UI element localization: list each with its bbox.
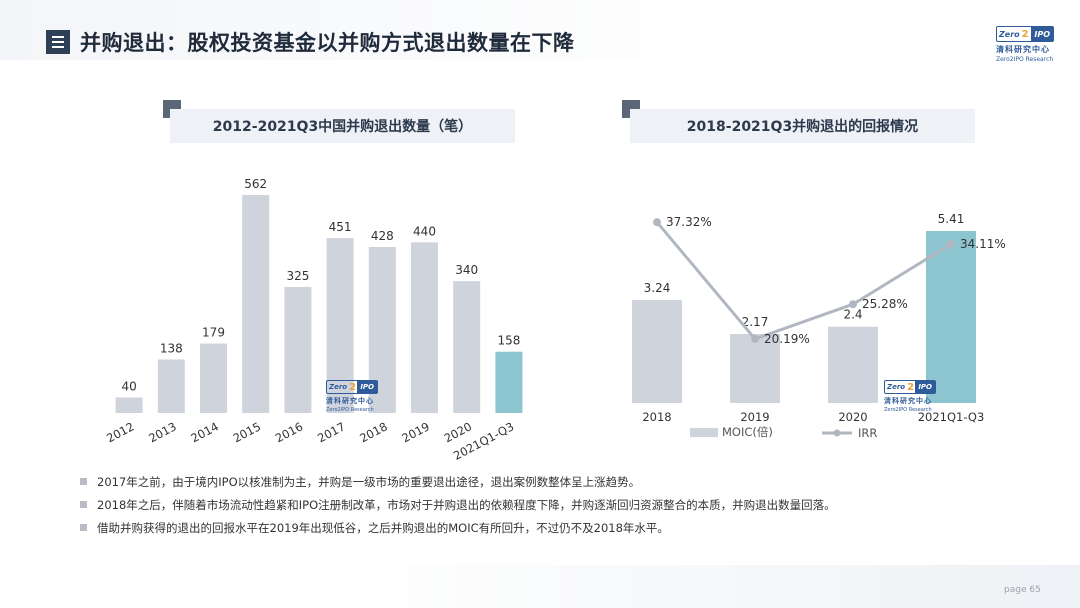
wm-left-ipo: IPO [357, 381, 377, 393]
x-tick-2018: 2018 [357, 419, 389, 445]
irr-point-2020 [849, 300, 857, 309]
page-number: page 65 [1004, 585, 1041, 595]
legend-irr-label: IRR [858, 426, 877, 440]
x-tick-2015: 2015 [231, 419, 263, 445]
moic-bar-2021Q1-Q3 [926, 231, 976, 403]
moic-label-2020: 2.4 [843, 308, 862, 322]
x-tick-2017: 2017 [315, 419, 347, 445]
bullet-list: 2017年之前，由于境内IPO以核准制为主，并购是一级市场的重要退出途径，退出案… [80, 470, 1040, 539]
zero2ipo-logo: Zero 2 IPO 清科研究中心 Zero2IPO Research [996, 26, 1058, 63]
bar-2012 [115, 397, 143, 413]
legend-moic-swatch [690, 428, 718, 437]
watermark-logo-right: Zero 2 IPO 清科研究中心 Zero2IPO Research [884, 380, 940, 413]
logo-ipo: IPO [1031, 27, 1053, 41]
irr-line [655, 221, 952, 341]
data-label-2017: 451 [329, 220, 352, 234]
x-tick-2020: 2020 [838, 410, 867, 424]
data-label-2021Q1-Q3: 158 [497, 334, 520, 348]
data-label-2012: 40 [121, 379, 136, 393]
logo-badge: Zero 2 IPO [996, 26, 1054, 42]
bullet-item: 借助并购获得的退出的回报水平在2019年出现低谷，之后并购退出的MOIC有所回升… [80, 516, 1040, 539]
watermark-logo-left: Zero 2 IPO 清科研究中心 Zero2IPO Research [326, 380, 382, 413]
bullet-text: 2017年之前，由于境内IPO以核准制为主，并购是一级市场的重要退出途径，退出案… [97, 474, 641, 489]
x-tick-2018: 2018 [642, 410, 671, 424]
logo-en-text: Zero2IPO Research [996, 56, 1054, 63]
moic-label-2021Q1-Q3: 5.41 [938, 212, 965, 226]
logo-two: 2 [1021, 28, 1029, 40]
wm-right-ipo: IPO [915, 381, 935, 393]
watermark-badge-right: Zero 2 IPO [884, 380, 936, 394]
legend-moic-label: MOIC(倍) [722, 425, 773, 439]
bullet-marker [80, 524, 87, 531]
bullet-text: 借助并购获得的退出的回报水平在2019年出现低谷，之后并购退出的MOIC有所回升… [97, 520, 669, 535]
irr-label-2018: 37.32% [666, 215, 712, 229]
moic-label-2018: 3.24 [644, 281, 671, 295]
wm-left-cn: 清科研究中心 [326, 397, 374, 405]
bar-2021Q1-Q3 [495, 351, 523, 413]
irr-point-2021Q1-Q3 [947, 240, 955, 249]
right-chart-title: 2018-2021Q3并购退出的回报情况 [630, 109, 975, 143]
moic-bar-2018 [632, 299, 682, 403]
data-label-2015: 562 [244, 177, 267, 191]
bar-2013 [157, 359, 185, 413]
bullet-item: 2018年之后，伴随着市场流动性趋紧和IPO注册制改革，市场对于并购退出的依赖程… [80, 493, 1040, 516]
x-tick-2012: 2012 [104, 419, 136, 445]
wm-right-zero: Zero [887, 383, 906, 391]
irr-label-2019: 20.19% [764, 332, 810, 346]
data-label-2014: 179 [202, 326, 225, 340]
header-band [0, 0, 1080, 60]
moic-bar-2020 [828, 326, 878, 403]
watermark-badge-left: Zero 2 IPO [326, 380, 378, 394]
moic-label-2019: 2.17 [742, 315, 769, 329]
data-label-2019: 440 [413, 224, 436, 238]
wm-left-en: Zero2IPO Research [326, 407, 374, 413]
x-tick-2013: 2013 [146, 419, 178, 445]
x-tick-2019: 2019 [740, 410, 769, 424]
legend-irr-marker [833, 429, 841, 437]
data-label-2013: 138 [160, 341, 183, 355]
x-tick-2014: 2014 [188, 419, 220, 445]
bullet-marker [80, 478, 87, 485]
irr-point-2019 [751, 334, 759, 343]
page-title: 并购退出：股权投资基金以并购方式退出数量在下降 [80, 31, 575, 55]
wm-left-zero: Zero [329, 383, 348, 391]
irr-point-2018 [653, 218, 661, 227]
menu-icon[interactable] [46, 30, 70, 54]
bar-2017 [326, 238, 354, 413]
footer-band [0, 565, 1080, 608]
irr-label-2021Q1-Q3: 34.11% [960, 237, 1006, 251]
bullet-item: 2017年之前，由于境内IPO以核准制为主，并购是一级市场的重要退出途径，退出案… [80, 470, 1040, 493]
bar-2016 [284, 286, 312, 413]
data-label-2020: 340 [455, 263, 478, 277]
bar-2020 [453, 281, 481, 413]
wm-right-two: 2 [907, 381, 915, 393]
bar-2019 [411, 242, 438, 413]
irr-label-2020: 25.28% [862, 297, 908, 311]
logo-zero: Zero [999, 29, 1020, 39]
bar-2014 [200, 343, 227, 413]
left-chart-title: 2012-2021Q3中国并购退出数量（笔） [170, 109, 515, 143]
logo-cn-text: 清科研究中心 [996, 45, 1050, 54]
bullet-marker [80, 501, 87, 508]
x-tick-2019: 2019 [399, 419, 431, 445]
x-tick-2021Q1-Q3: 2021Q1-Q3 [918, 410, 985, 424]
data-label-2016: 325 [286, 269, 309, 283]
bullet-text: 2018年之后，伴随着市场流动性趋紧和IPO注册制改革，市场对于并购退出的依赖程… [97, 497, 836, 512]
x-tick-2016: 2016 [273, 419, 305, 445]
wm-right-cn: 清科研究中心 [884, 397, 932, 405]
bar-2015 [242, 195, 270, 413]
wm-right-en: Zero2IPO Research [884, 407, 932, 413]
moic-bar-2019 [730, 334, 780, 403]
wm-left-two: 2 [349, 381, 357, 393]
data-label-2018: 428 [371, 229, 394, 243]
